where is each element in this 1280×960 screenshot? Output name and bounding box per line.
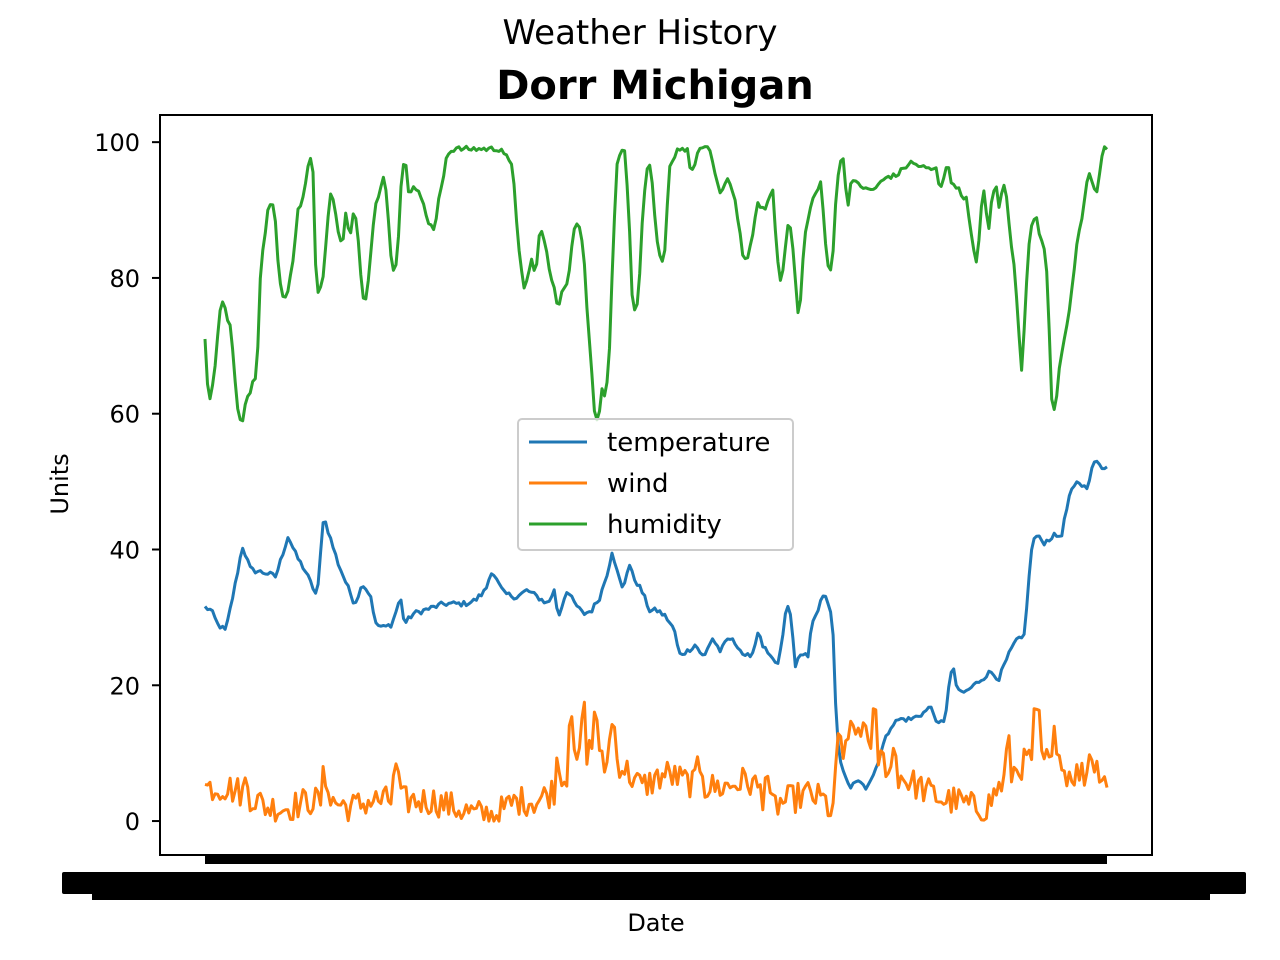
y-tick-label: 80 — [109, 265, 140, 293]
series-group — [203, 144, 1109, 823]
x-axis-label: Date — [627, 909, 684, 937]
y-tick-label: 20 — [109, 672, 140, 700]
legend-box — [517, 418, 794, 551]
y-tick-label: 100 — [94, 129, 140, 157]
figure-suptitle: Weather History — [503, 13, 778, 53]
series-line-temperature — [203, 459, 1108, 791]
series-line-wind — [204, 700, 1109, 823]
y-tick-label: 60 — [109, 401, 140, 429]
legend-label-temperature: temperature — [607, 428, 770, 458]
legend-label-wind: wind — [607, 469, 668, 499]
y-tick-label: 40 — [109, 536, 140, 564]
chart-title: Dorr Michigan — [496, 63, 814, 109]
series-line-humidity — [203, 144, 1109, 423]
y-axis-ticks: 0 20 40 60 80 100 — [94, 129, 160, 836]
legend: temperature wind humidity — [517, 418, 794, 551]
y-tick-label: 0 — [125, 808, 140, 836]
y-axis-label: Units — [46, 453, 74, 514]
plot-frame — [159, 114, 1153, 856]
x-tick-labels-band — [62, 872, 1246, 900]
x-axis-ticks — [62, 855, 1246, 900]
legend-label-humidity: humidity — [607, 510, 722, 540]
x-tick-marks-band — [205, 855, 1107, 864]
